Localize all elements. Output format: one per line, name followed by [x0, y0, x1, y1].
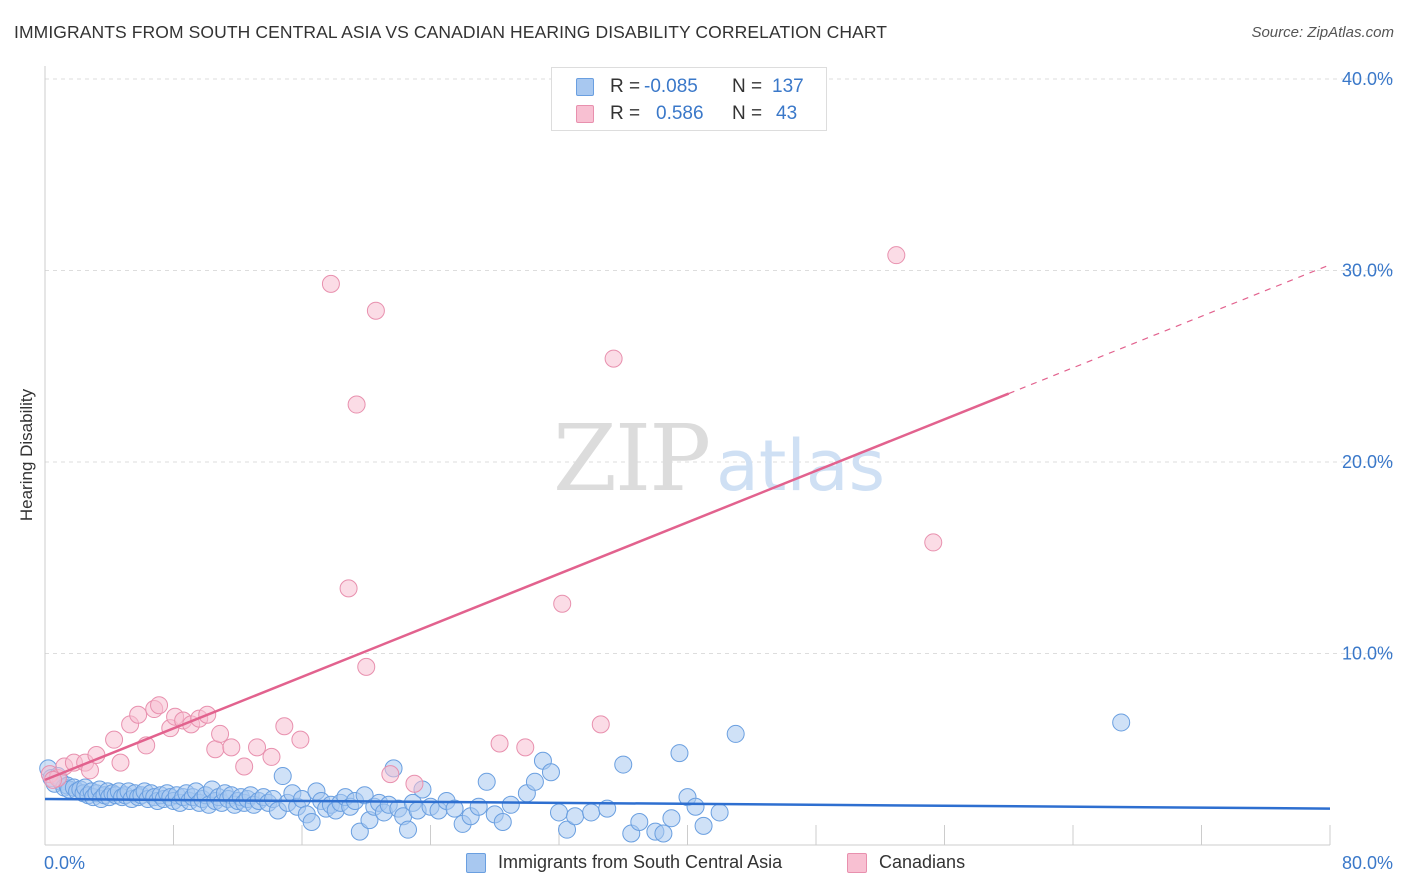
point-immigrants-134	[1112, 713, 1131, 732]
watermark: ZIP atlas	[553, 405, 885, 512]
point-canadians-31	[357, 657, 376, 676]
legend-r-label: R =	[610, 76, 641, 97]
legend-r-label: R =	[610, 103, 641, 124]
y-tick-label-3: 40.0%	[1342, 69, 1393, 89]
point-immigrants-132	[710, 803, 729, 822]
point-immigrants-88	[350, 822, 369, 841]
point-canadians-38	[591, 715, 610, 734]
x-tick-label-min: 0.0%	[44, 853, 85, 873]
point-canadians-13	[150, 696, 169, 715]
x-tick-label-max: 80.0%	[1342, 853, 1393, 873]
point-immigrants-119	[566, 807, 585, 826]
point-canadians-20	[206, 740, 225, 759]
source-label: Source: ZipAtlas.com	[1251, 24, 1394, 41]
bottom-legend-swatch-canadians	[847, 853, 867, 873]
point-immigrants-131	[694, 816, 713, 835]
legend-n-value: 43	[776, 103, 798, 124]
correlation-legend: R = -0.085 N = 137 R = 0.586 N = 43	[551, 67, 827, 131]
watermark-zip: ZIP	[553, 405, 709, 512]
point-immigrants-116	[541, 763, 560, 782]
point-immigrants-98	[399, 820, 418, 839]
y-axis-label: Hearing Disability	[17, 388, 36, 522]
point-immigrants-89	[355, 786, 374, 805]
tick-labels: 10.0% 20.0% 30.0% 40.0% 0.0% 80.0%	[44, 69, 1393, 873]
bottom-legend-label: Canadians	[879, 852, 966, 872]
point-immigrants-114	[525, 772, 544, 791]
trend-line-immigrants	[44, 797, 1331, 810]
point-immigrants-112	[501, 795, 520, 814]
point-canadians-37	[553, 594, 572, 613]
point-canadians-40	[887, 246, 906, 265]
legend-n-label: N =	[732, 103, 763, 124]
point-canadians-25	[262, 747, 281, 766]
bottom-legend-label: Immigrants from South Central Asia	[498, 852, 783, 872]
point-canadians-26	[275, 717, 294, 736]
point-immigrants-130	[686, 797, 705, 816]
series-canadians-points	[40, 246, 943, 793]
point-immigrants-78	[302, 813, 321, 832]
legend-r-value: -0.085	[644, 76, 698, 97]
point-canadians-33	[381, 765, 400, 784]
point-canadians-35	[490, 734, 509, 753]
point-immigrants-111	[493, 813, 512, 832]
point-immigrants-72	[273, 767, 292, 786]
bottom-legend-swatch-immigrants	[466, 853, 486, 873]
point-immigrants-105	[445, 799, 464, 818]
point-immigrants-118	[558, 820, 577, 839]
point-immigrants-124	[630, 813, 649, 832]
axes	[44, 66, 1331, 846]
legend-n-value: 137	[772, 76, 804, 97]
point-canadians-21	[211, 724, 230, 743]
point-canadians-29	[339, 579, 358, 598]
y-tick-label-0: 10.0%	[1342, 644, 1393, 664]
point-immigrants-122	[614, 755, 633, 774]
point-immigrants-109	[477, 772, 496, 791]
watermark-atlas: atlas	[716, 425, 885, 507]
y-tick-label-2: 30.0%	[1342, 261, 1393, 281]
point-canadians-22	[222, 738, 241, 757]
grid-lines	[45, 78, 1396, 654]
point-canadians-36	[516, 738, 535, 757]
legend-n-label: N =	[732, 76, 763, 97]
point-canadians-34	[405, 774, 424, 793]
point-immigrants-127	[662, 809, 681, 828]
y-tick-label-1: 20.0%	[1342, 452, 1393, 472]
legend-swatch-canadians	[576, 105, 594, 123]
point-immigrants-128	[670, 744, 689, 763]
point-canadians-8	[111, 753, 130, 772]
point-canadians-27	[291, 730, 310, 749]
series-immigrants-points	[39, 713, 1131, 843]
point-canadians-23	[235, 757, 254, 776]
point-immigrants-117	[550, 803, 568, 822]
point-canadians-10	[129, 705, 148, 724]
point-canadians-28	[321, 274, 340, 293]
trend-lines	[44, 264, 1331, 810]
point-canadians-39	[604, 349, 623, 368]
trend-line-canadians	[44, 392, 1010, 782]
point-canadians-41	[924, 533, 943, 552]
trend-line-canadians-extension	[1008, 264, 1331, 395]
point-canadians-24	[248, 738, 267, 757]
legend-r-value: 0.586	[656, 103, 704, 124]
point-canadians-7	[105, 730, 124, 749]
point-immigrants-120	[582, 803, 601, 822]
legend-swatch-immigrants	[576, 78, 594, 96]
point-immigrants-108	[469, 797, 488, 816]
point-immigrants-126	[654, 824, 673, 843]
point-canadians-30	[347, 395, 366, 414]
chart-title: IMMIGRANTS FROM SOUTH CENTRAL ASIA VS CA…	[14, 22, 888, 42]
point-immigrants-133	[726, 724, 745, 743]
point-canadians-32	[366, 301, 385, 320]
